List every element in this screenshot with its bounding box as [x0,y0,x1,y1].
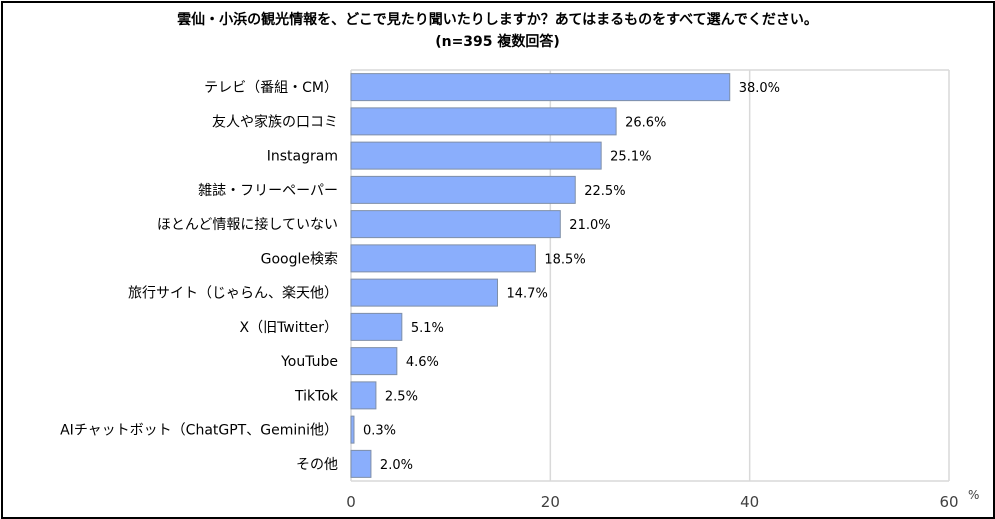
bar [350,141,602,170]
category-label: ほとんど情報に接していない [157,216,338,233]
category-label: X（旧Twitter） [239,320,338,336]
bar [350,73,731,102]
category-label: 友人や家族の口コミ [212,113,338,130]
data-label: 18.5% [544,252,585,267]
bar [350,415,355,444]
data-label: 25.1% [610,150,651,165]
x-axis-unit: % [968,488,979,502]
data-label: 4.6% [406,355,439,370]
chart-subtitle: (n=395 複数回答) [435,34,560,50]
chart-title: 雲仙・小浜の観光情報を、どこで見たり聞いたりしますか？あてはまるものをすべて選ん… [177,12,818,28]
bar [350,175,576,204]
category-label: Instagram [267,149,338,165]
data-label: 14.7% [507,287,548,302]
data-label: 0.3% [363,424,396,439]
data-label: 22.5% [584,184,625,199]
data-label: 38.0% [739,81,780,96]
category-label: AIチャットボット（ChatGPT、Gemini他） [60,423,338,439]
category-label: TikTok [294,388,339,404]
category-label: 旅行サイト（じゃらん、楽天他） [128,286,338,302]
bar [350,381,377,410]
bar [350,278,499,307]
category-label: テレビ（番組・CM） [204,80,338,96]
bar [350,244,536,273]
category-label: Google検索 [261,250,338,267]
data-label: 21.0% [569,218,610,233]
category-label: YouTube [280,354,338,370]
x-tick-label: 60 [939,493,958,511]
category-label: 雑誌・フリーペーパー [198,183,338,199]
data-label: 5.1% [411,321,444,336]
bar [350,312,403,341]
x-tick-label: 40 [740,493,759,511]
x-tick-label: 0 [346,493,356,511]
x-tick-label: 20 [541,493,560,511]
category-label: その他 [296,457,338,473]
bar [350,347,398,376]
data-label: 26.6% [625,115,666,130]
bar [350,210,561,239]
bar [350,107,617,136]
bar [350,449,372,478]
data-label: 2.5% [385,389,418,404]
data-label: 2.0% [380,458,413,473]
